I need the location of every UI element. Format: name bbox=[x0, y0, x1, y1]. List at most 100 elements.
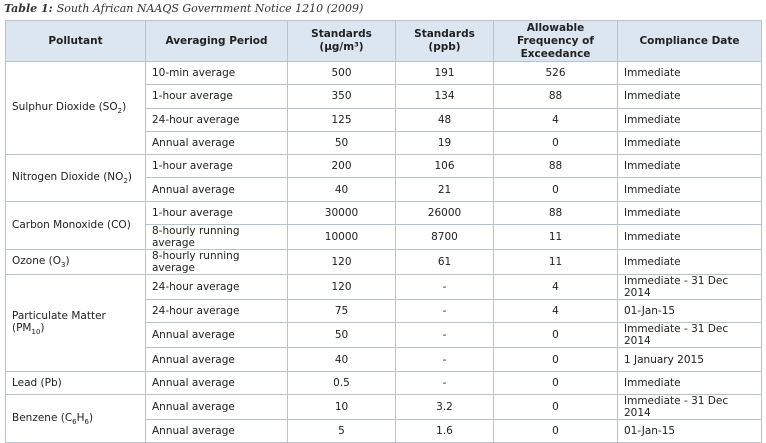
pollutant-name: Lead (Pb) bbox=[12, 376, 62, 389]
standard-ugm3: 10000 bbox=[287, 224, 396, 251]
table-body: Sulphur Dioxide (SO2) 10-min average 500 19… bbox=[5, 60, 762, 443]
table-row: Sulphur Dioxide (SO2) 10-min average 500 19… bbox=[5, 60, 762, 156]
table-head: Pollutant Averaging Period Standards (µg/m… bbox=[5, 20, 762, 62]
standard-ppb: - bbox=[395, 370, 494, 395]
pollutant-tail: ) bbox=[40, 321, 45, 334]
compliance-date: Immediate bbox=[617, 107, 762, 132]
allowed-exceedances: 0 bbox=[493, 130, 618, 156]
compliance-date: Immediate bbox=[617, 370, 762, 395]
standard-ugm3: 0.5 bbox=[287, 370, 396, 395]
standard-ppb: - bbox=[395, 322, 494, 349]
compliance-date: Immediate - 31 Dec 2014 bbox=[617, 274, 762, 301]
pollutant-cell: Carbon Monoxide (CO) bbox=[5, 200, 146, 251]
standard-ugm3: 200 bbox=[287, 154, 396, 179]
pollutant-sub: 2 bbox=[117, 107, 123, 116]
pollutant-cell: Particulate Matter (PM10) bbox=[5, 274, 146, 372]
averaging-period: Annual average bbox=[145, 347, 288, 372]
pollutant-cell: Lead (Pb) bbox=[5, 370, 146, 395]
compliance-date: 01-Jan-15 bbox=[617, 418, 762, 443]
header-cell: Averaging Period bbox=[145, 20, 288, 62]
averaging-period: 24-hour average bbox=[145, 299, 288, 324]
compliance-date: 01-Jan-15 bbox=[617, 299, 762, 324]
standard-ppb: 21 bbox=[395, 177, 494, 202]
allowed-exceedances: 0 bbox=[493, 347, 618, 372]
compliance-date: 1 January 2015 bbox=[617, 347, 762, 372]
standard-ugm3: 120 bbox=[287, 249, 396, 276]
table-row: 24-hour average 75-4 01-Jan-15 bbox=[6, 299, 762, 324]
averaging-period: Annual average bbox=[145, 370, 288, 395]
averaging-period: Annual average bbox=[145, 177, 288, 202]
header-cell: Allowable Frequency of Exceedance bbox=[493, 20, 618, 62]
compliance-date: Immediate - 31 Dec 2014 bbox=[617, 393, 762, 420]
standard-ppb: - bbox=[395, 299, 494, 324]
table-row: Particulate Matter (PM10) 24-hour average… bbox=[5, 274, 762, 372]
averaging-period: Annual average bbox=[145, 130, 288, 156]
allowed-exceedances: 0 bbox=[493, 393, 618, 420]
pollutant-sub: 6 bbox=[72, 417, 77, 426]
table: Pollutant Averaging Period Standards (µg/m… bbox=[5, 20, 762, 443]
standard-ugm3: 75 bbox=[287, 299, 396, 324]
allowed-exceedances: 88 bbox=[493, 154, 618, 179]
averaging-period: 1-hour average bbox=[145, 84, 288, 109]
standard-ppb: 26000 bbox=[395, 200, 494, 226]
allowed-exceedances: 88 bbox=[493, 84, 618, 109]
standard-ugm3: 500 bbox=[287, 60, 396, 86]
pollutant-name: Ozone (O bbox=[12, 255, 62, 268]
header-cell: Standards (µg/m³) bbox=[287, 20, 396, 62]
standard-ugm3: 40 bbox=[287, 177, 396, 202]
pollutant-cell: Ozone (O3) bbox=[5, 249, 146, 276]
averaging-period: 1-hour average bbox=[145, 200, 288, 226]
caption-text: South African NAAQS Government Notice 12… bbox=[56, 2, 364, 15]
pollutant-tail: ) bbox=[65, 255, 70, 268]
compliance-date: Immediate bbox=[617, 200, 762, 226]
averaging-period: 8-hourly running average bbox=[145, 224, 288, 251]
standard-ugm3: 30000 bbox=[287, 200, 396, 226]
standard-ppb: 134 bbox=[395, 84, 494, 109]
pollutant-cell: Nitrogen Dioxide (NO2) bbox=[5, 154, 146, 202]
allowed-exceedances: 0 bbox=[493, 370, 618, 395]
allowed-exceedances: 0 bbox=[493, 177, 618, 202]
table-row: Annual average 50 19 0 Immediate bbox=[6, 130, 762, 156]
pollutant-sub: 10 bbox=[31, 327, 41, 336]
pollutant-sub2: 6 bbox=[84, 417, 90, 426]
caption: Table 1: South African NAAQS Government N… bbox=[4, 2, 363, 15]
pollutant-sub: 3 bbox=[61, 261, 66, 270]
standard-ugm3: 50 bbox=[287, 322, 396, 349]
allowed-exceedances: 4 bbox=[493, 274, 618, 301]
table-row: Nitrogen Dioxide (NO2) 1-hour average 200 1… bbox=[5, 154, 762, 202]
table-row: Annual average 50-0 Immediate - 31 Dec 201… bbox=[6, 322, 762, 349]
averaging-period: 24-hour average bbox=[145, 274, 288, 301]
allowed-exceedances: 4 bbox=[493, 107, 618, 132]
compliance-date: Immediate bbox=[617, 154, 762, 179]
pollutant-name: Nitrogen Dioxide (NO bbox=[12, 170, 124, 183]
pollutant-name: Particulate Matter (PM bbox=[12, 309, 106, 334]
standard-ugm3: 125 bbox=[287, 107, 396, 132]
standard-ugm3: 50 bbox=[287, 130, 396, 156]
pollutant-name: Carbon Monoxide (CO) bbox=[12, 219, 131, 232]
standard-ugm3: 5 bbox=[287, 418, 396, 443]
averaging-period: 10-min average bbox=[145, 60, 288, 86]
standard-ugm3: 40 bbox=[287, 347, 396, 372]
compliance-date: Immediate bbox=[617, 249, 762, 276]
pollutant-tail: H bbox=[76, 411, 85, 424]
compliance-date: Immediate bbox=[617, 130, 762, 156]
pollutant-name: Benzene (C bbox=[12, 411, 73, 424]
standard-ppb: 19 bbox=[395, 130, 494, 156]
compliance-date: Immediate bbox=[617, 60, 762, 86]
averaging-period: Annual average bbox=[145, 418, 288, 443]
standard-ugm3: 10 bbox=[287, 393, 396, 420]
averaging-period: 1-hour average bbox=[145, 154, 288, 179]
allowed-exceedances: 11 bbox=[493, 249, 618, 276]
standard-ppb: 106 bbox=[395, 154, 494, 179]
pollutant-cell: Benzene (C6H6) bbox=[5, 393, 146, 443]
allowed-exceedances: 4 bbox=[493, 299, 618, 324]
standard-ugm3: 350 bbox=[287, 84, 396, 109]
table-row: Lead (Pb) Annual average 0.5-0 Immediate bbox=[5, 370, 762, 395]
header-cell: Pollutant bbox=[5, 20, 146, 62]
pollutant-tail2: ) bbox=[89, 411, 94, 424]
compliance-date: Immediate bbox=[617, 177, 762, 202]
standard-ppb: 1.6 bbox=[395, 418, 494, 443]
table-row: Annual average 40-0 1 January 2015 bbox=[6, 347, 762, 372]
header-cell: Compliance Date bbox=[617, 20, 762, 62]
